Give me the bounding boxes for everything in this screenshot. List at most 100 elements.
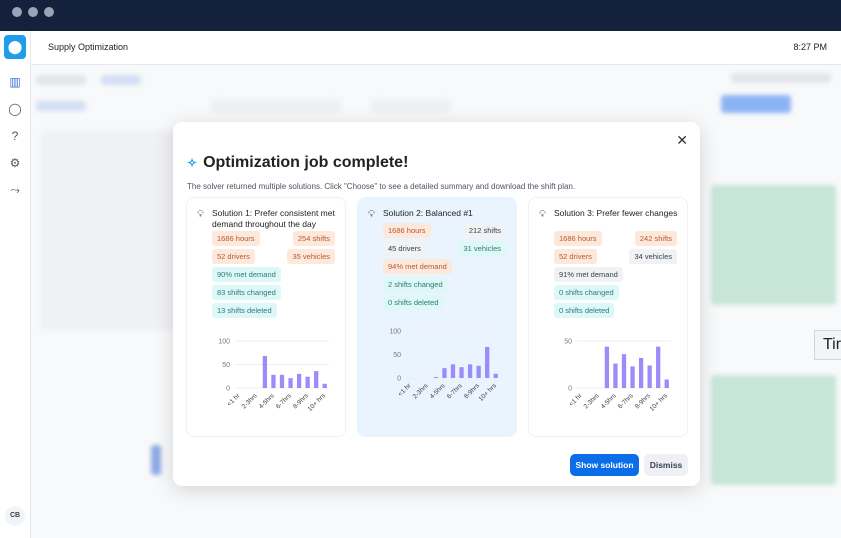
dialog-title: ✧ Optimization job complete!: [187, 154, 409, 171]
show-solution-button[interactable]: Show solution: [570, 454, 639, 476]
y-tick-label: 100: [218, 339, 230, 346]
bar: [613, 363, 618, 388]
x-tick-label: 10+ hrs: [478, 382, 499, 403]
y-tick-label: 50: [393, 352, 401, 359]
metric-chip: 34 vehicles: [629, 249, 677, 264]
sidebar: ⬤ ▥ ◯ ? ⚙ ⤳ CB: [0, 31, 31, 538]
app-logo-icon[interactable]: ⬤: [4, 35, 26, 59]
bar: [296, 373, 302, 388]
bar: [467, 364, 473, 378]
bar: [630, 366, 635, 388]
metric-chip: 2 shifts changed: [383, 277, 448, 292]
solution-title: Solution 3: Prefer fewer changes: [554, 208, 678, 218]
bar: [647, 365, 652, 388]
y-tick-label: 0: [568, 386, 572, 393]
bar: [322, 383, 327, 388]
metric-chip: 1686 hours: [212, 231, 260, 246]
bar: [433, 377, 439, 378]
avatar[interactable]: CB: [5, 506, 25, 526]
bar: [656, 346, 661, 388]
metric-chip: 35 vehicles: [287, 249, 335, 264]
refresh-icon[interactable]: ◯: [8, 102, 22, 116]
metric-chip: 0 shifts deleted: [383, 295, 444, 310]
solution-title: Solution 1: Prefer consistent met demand…: [212, 208, 335, 229]
y-tick-label: 0: [397, 376, 401, 383]
map-icon[interactable]: ▥: [9, 75, 21, 89]
page-title: Supply Optimization: [48, 42, 129, 52]
bar: [314, 371, 319, 388]
bar: [288, 378, 293, 388]
metric-chip: 254 shifts: [292, 231, 335, 246]
window-titlebar: [0, 0, 841, 31]
lightbulb-icon: 💡︎: [197, 209, 204, 220]
metric-chip: 91% met demand: [554, 267, 623, 282]
close-icon[interactable]: ✕: [676, 132, 688, 148]
metric-chip: 0 shifts changed: [554, 285, 619, 300]
bar: [485, 346, 490, 378]
x-tick-label: 4-5hrs: [600, 392, 619, 411]
y-tick-label: 50: [222, 362, 230, 369]
dialog-subtitle: The solver returned multiple solutions. …: [187, 182, 576, 191]
x-tick-label: 10+ hrs: [307, 392, 328, 413]
solution-card-2[interactable]: 💡︎ Solution 2: Balanced #1 1686 hours 212 …: [357, 197, 517, 437]
bar: [442, 368, 447, 378]
lightbulb-icon: 💡︎: [368, 209, 375, 220]
bar: [664, 379, 669, 388]
background-page: [31, 65, 841, 538]
app-header: Supply Optimization 8:27 PM: [31, 31, 841, 65]
solution-title: Solution 2: Balanced #1: [383, 208, 473, 218]
solution-card-3[interactable]: 💡︎ Solution 3: Prefer fewer changes 1686 …: [528, 197, 688, 437]
metric-chip: 212 shifts: [463, 223, 506, 238]
close-window-button[interactable]: [12, 7, 22, 17]
bar: [476, 365, 481, 378]
bar: [459, 367, 464, 378]
metric-chip: 45 drivers: [383, 241, 426, 256]
x-tick-label: 2-3hrs: [412, 382, 431, 401]
bar: [604, 346, 610, 388]
metric-chip: 1686 hours: [554, 231, 602, 246]
bar: [638, 357, 644, 388]
x-tick-label: 4-5hrs: [258, 392, 277, 411]
bar: [279, 374, 285, 388]
bar: [450, 364, 456, 378]
minimize-window-button[interactable]: [28, 7, 38, 17]
solution-card-1[interactable]: 💡︎ Solution 1: Prefer consistent met dem…: [186, 197, 346, 437]
metric-chip: 31 vehicles: [458, 241, 506, 256]
x-tick-label: 6-7hrs: [275, 392, 294, 411]
metric-chip: 242 shifts: [634, 231, 677, 246]
bar: [271, 374, 276, 388]
y-tick-label: 50: [564, 339, 572, 346]
metric-chip: 1686 hours: [383, 223, 431, 238]
metric-chip: 90% met demand: [212, 267, 281, 282]
sparkle-icon: ✧: [187, 156, 198, 170]
maximize-window-button[interactable]: [44, 7, 54, 17]
x-tick-label: 2-3hrs: [241, 392, 260, 411]
x-tick-label: 4-5hrs: [429, 382, 448, 401]
bar: [262, 356, 268, 388]
optimization-complete-dialog: ✕ ✧ Optimization job complete! The solve…: [173, 122, 700, 486]
lightbulb-icon: 💡︎: [539, 209, 546, 220]
metric-chip: 52 drivers: [554, 249, 597, 264]
metric-chip: 13 shifts deleted: [212, 303, 277, 318]
help-icon[interactable]: ?: [11, 129, 19, 143]
bar: [493, 373, 498, 378]
x-tick-label: 2-3hrs: [583, 392, 602, 411]
x-tick-label: 6-7hrs: [617, 392, 636, 411]
metric-chip: 52 drivers: [212, 249, 255, 264]
dismiss-button[interactable]: Dismiss: [644, 454, 688, 476]
tooltip-fragment: Tir: [814, 330, 841, 360]
bar: [305, 376, 310, 388]
metric-chip: 0 shifts deleted: [554, 303, 615, 318]
y-tick-label: 100: [389, 329, 401, 336]
y-tick-label: 0: [226, 386, 230, 393]
x-tick-label: 10+ hrs: [649, 392, 670, 413]
settings-icon[interactable]: ⚙: [9, 156, 21, 170]
metric-chip: 83 shifts changed: [212, 285, 281, 300]
bar: [621, 354, 627, 388]
clock: 8:27 PM: [793, 42, 827, 52]
route-icon[interactable]: ⤳: [10, 183, 20, 197]
x-tick-label: 6-7hrs: [446, 382, 465, 401]
